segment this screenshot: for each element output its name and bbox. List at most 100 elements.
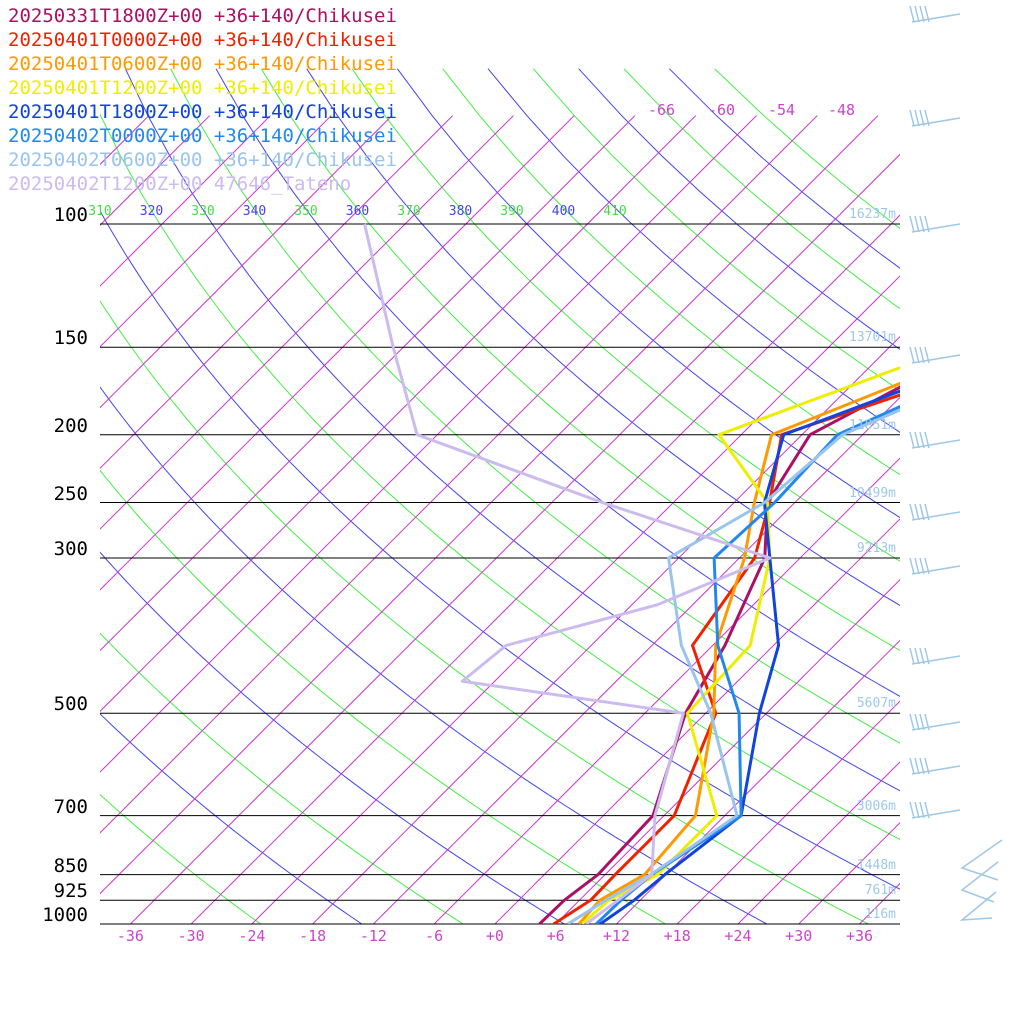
legend-item: 20250401T1800Z+00 +36+140/Chikusei [8,101,397,123]
isentrope-line [306,68,900,607]
isotherm-line [251,275,900,924]
temperature-tick-label: +6 [546,927,565,945]
isentrope-line [351,68,900,562]
isotherm-line [737,761,900,924]
isentrope-line [100,209,900,890]
sounding-series [363,223,900,924]
pressure-tick-label: 250 [53,482,88,505]
legend-item: 20250402T1200Z+00 47646_Tateno [8,173,352,195]
isentrope-line [100,386,768,924]
height-label: 3006m [856,798,896,814]
top-temperature-label: -60 [708,101,736,119]
isotherm-line [372,396,900,924]
isentrope-line [170,68,900,744]
isentrope-lines [100,68,900,924]
wind-barb-icon [909,557,961,575]
temperature-tick-label: +0 [485,927,504,945]
temperature-tick-label: +18 [663,927,691,945]
height-label: 9213m [856,540,896,556]
sounding-line [567,408,900,924]
theta-label: 370 [397,204,421,219]
isentrope-line [578,68,900,350]
theta-label: 410 [603,204,627,219]
isentrope-line [215,68,900,697]
temperature-tick-label: -36 [116,927,144,945]
wind-barb-icon [960,861,999,903]
wind-barb-icons [909,5,1003,921]
pressure-tick-label: 925 [53,880,88,903]
isentrope-line [100,300,870,924]
isentrope-line [100,113,900,841]
height-label: 761m [864,883,896,899]
pressure-tick-label: 300 [53,537,88,560]
theta-label: 330 [191,204,215,219]
theta-label: 360 [345,204,370,219]
isotherm-line [676,700,900,924]
pressure-tick-label: 100 [53,204,88,226]
wind-barb-icon [909,647,961,665]
wind-barb-icon [909,503,961,521]
isotherm-line [966,116,1024,939]
wind-barb-icon [909,346,961,364]
isentrope-line [487,68,900,433]
top-temperature-label: -54 [768,101,796,119]
height-label: 11851m [849,417,896,433]
isentrope-line [100,469,667,924]
temperature-tick-label: -30 [177,927,205,945]
theta-label: 390 [500,204,524,219]
top-temperature-label: -48 [828,101,856,119]
wind-barb-icon [909,431,961,449]
theta-label: 340 [242,204,267,219]
isotherm-line [100,115,757,773]
isotherm-line [100,115,636,652]
isotherm-line [190,214,900,924]
isotherm-line [100,115,575,591]
theta-label: 380 [448,204,473,219]
isotherm-line [100,115,879,895]
isotherm-line [100,115,697,713]
temperature-tick-label: +24 [724,927,752,945]
height-label: 1448m [856,857,896,873]
temperature-tick-label: -6 [425,927,444,945]
wind-barb-icon [960,839,1003,881]
wind-barb-icon [909,5,961,23]
isotherm-line [311,335,900,924]
sounding-line [552,393,900,924]
height-label: 10499m [849,485,896,501]
sounding-line [363,223,772,924]
isotherm-line [100,115,514,530]
pressure-tick-label: 500 [53,693,88,716]
legend-item: 20250401T0000Z+00 +36+140/Chikusei [8,29,397,51]
wind-barb-icon [959,891,997,921]
legend-item: 20250401T1200Z+00 +36+140/Chikusei [8,77,397,99]
height-label: 16237m [849,207,896,222]
temperature-tick-label: -12 [359,927,387,945]
wind-barb-icon [909,109,961,127]
wind-barb-icon [909,757,961,775]
temperature-tick-label: +36 [845,927,874,945]
isotherm-line [494,518,900,924]
temperature-tick-label: -18 [299,927,327,945]
pressure-tick-label: 150 [53,327,88,350]
height-label: 13701m [849,330,896,346]
isentrope-line [124,68,900,792]
legend-item: 20250401T0600Z+00 +36+140/Chikusei [8,53,397,75]
isentrope-line [100,713,363,924]
isentrope-line [442,68,900,476]
isentrope-line [260,68,900,652]
isotherm-line [129,153,900,924]
legend-item: 20250331T1800Z+00 +36+140/Chikusei [8,5,397,27]
isotherm-line [100,115,818,834]
temperature-tick-label: +30 [785,927,813,945]
isotherm-lines [100,115,1024,939]
isentrope-line [100,632,464,924]
wind-barb-icon [909,801,961,819]
theta-label: 320 [139,204,164,219]
temperature-tick-label: -24 [238,927,266,945]
temperature-tick-label: +12 [602,927,630,945]
isotherm-line [858,882,900,924]
isentrope-line [100,793,262,924]
pressure-tick-label: 700 [53,795,88,818]
isotherm-line [433,457,900,924]
